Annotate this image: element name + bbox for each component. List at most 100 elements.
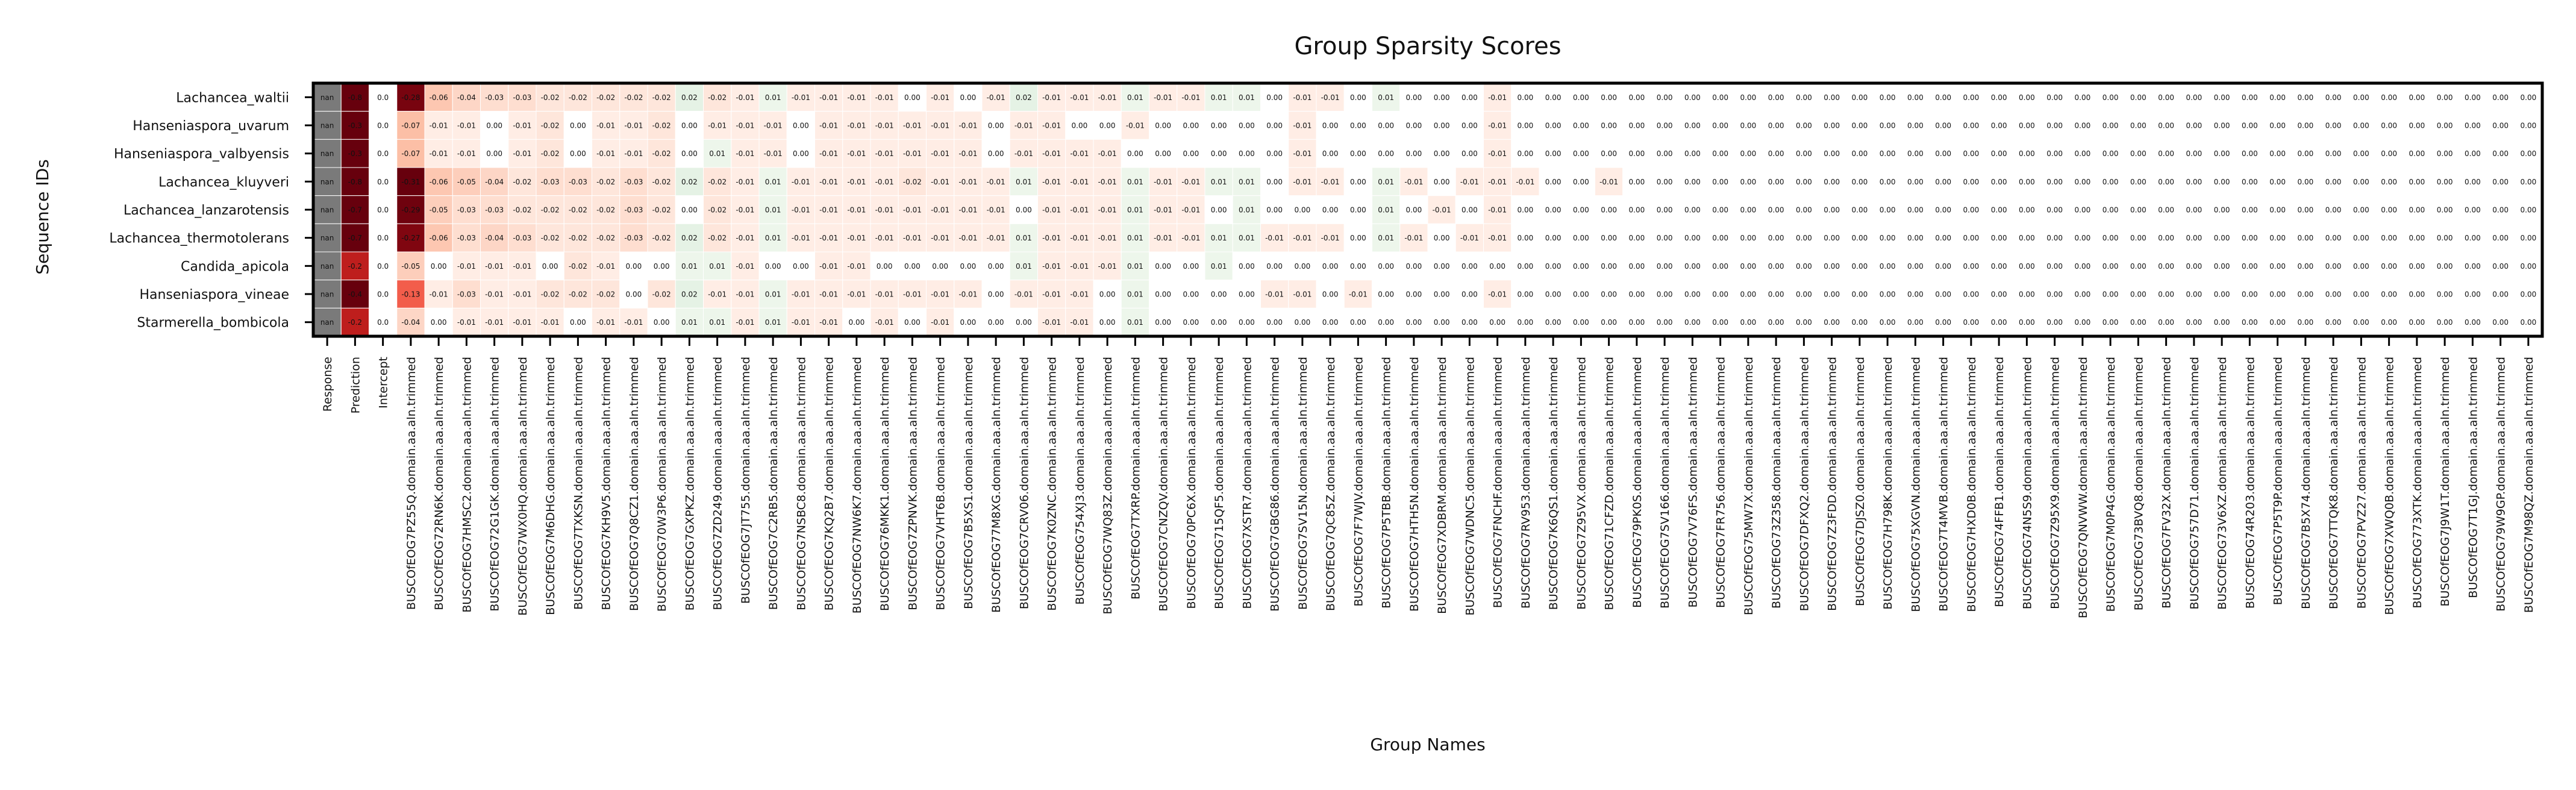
column-label: BUSCOfEOG7XWQ0B.domain.aa.aln.trimmed	[2383, 357, 2396, 615]
cell-value-label: -0.01	[903, 122, 922, 130]
heatmap-cell	[1455, 251, 1484, 281]
cell-value-label: 0.00	[1907, 234, 1924, 242]
heatmap-cell	[592, 111, 621, 140]
column-label: BUSCOfEOG7TTQK8.domain.aa.aln.trimmed	[2327, 357, 2340, 609]
cell-value-label: 0.01	[1127, 318, 1143, 327]
cell-value-label: -0.01	[596, 262, 615, 271]
heatmap-cell	[1539, 111, 1568, 140]
cell-value-label: -0.01	[1321, 178, 1340, 186]
cell-value-label: -0.01	[736, 178, 754, 186]
heatmap-cell	[2291, 195, 2320, 224]
heatmap-cell	[1706, 223, 1735, 252]
cell-value-label: 0.00	[626, 262, 642, 271]
cell-value-label: 0.00	[2242, 290, 2258, 299]
cell-value-label: 0.00	[1211, 290, 1227, 299]
cell-value-label: -0.01	[1070, 149, 1089, 158]
cell-value-label: 0.00	[2465, 178, 2481, 186]
heatmap-cell	[452, 223, 481, 252]
cell-value-label: 0.00	[2381, 262, 2397, 271]
cell-value-label: 0.00	[1963, 206, 1980, 215]
cell-value-label: 0.00	[1601, 206, 1617, 215]
cell-value-label: 0.00	[1712, 234, 1728, 242]
cell-value-label: nan	[320, 149, 334, 158]
column-label: BUSCOfEOG7NSBC8.domain.aa.aln.trimmed	[795, 357, 808, 610]
heatmap-cell	[1595, 83, 1624, 112]
cell-value-label: 0.00	[1099, 122, 1116, 130]
heatmap-cell	[1984, 307, 2013, 337]
heatmap-cell	[452, 251, 481, 281]
cell-value-label: 0.00	[2046, 318, 2063, 327]
cell-value-label: 0.0	[377, 318, 389, 327]
cell-value-label: 0.00	[2075, 234, 2091, 242]
heatmap-cell	[842, 280, 871, 309]
heatmap-cell	[2346, 195, 2375, 224]
heatmap-cell	[1595, 167, 1624, 196]
cell-value-label: -0.03	[457, 290, 476, 299]
column-label: BUSCOfEOG7NW6K7.domain.aa.aln.trimmed	[851, 357, 864, 613]
column-label: BUSCOfEOG73V6XZ.domain.aa.aln.trimmed	[2216, 357, 2229, 610]
cell-value-label: 0.00	[2158, 149, 2174, 158]
cell-value-label: nan	[320, 318, 334, 327]
heatmap-cell	[508, 167, 537, 196]
cell-value-label: 0.00	[681, 122, 698, 130]
cell-value-label: 0.00	[1712, 206, 1728, 215]
cell-value-label: 0.00	[1880, 290, 1896, 299]
heatmap-cell	[2040, 251, 2069, 281]
cell-value-label: 0.00	[1434, 178, 1450, 186]
heatmap-cell	[1957, 195, 1986, 224]
cell-value-label: 0.00	[1657, 206, 1673, 215]
cell-value-label: 0.00	[2298, 290, 2314, 299]
cell-value-label: 0.00	[486, 149, 502, 158]
heatmap-cell	[814, 167, 843, 196]
column-label: Intercept	[377, 357, 390, 409]
column-label: BUSCOfEOG7HXD0B.domain.aa.aln.trimmed	[1965, 357, 1978, 612]
heatmap-cell	[2207, 280, 2236, 309]
heatmap-cell	[592, 280, 621, 309]
cell-value-label: -0.02	[569, 290, 587, 299]
column-label: BUSCOfEOG7HMSC2.domain.aa.aln.trimmed	[460, 357, 474, 613]
cell-value-label: 0.00	[1880, 93, 1896, 102]
cell-value-label: -0.01	[792, 178, 810, 186]
cell-value-label: 0.00	[2298, 93, 2314, 102]
heatmap-cell	[1455, 223, 1484, 252]
cell-value-label: 0.00	[2214, 206, 2230, 215]
heatmap-cell	[1901, 167, 1930, 196]
cell-value-label: 0.00	[2269, 206, 2286, 215]
cell-value-label: 0.00	[570, 149, 586, 158]
heatmap-cell	[2319, 139, 2348, 168]
heatmap-cell	[1650, 251, 1679, 281]
cell-value-label: 0.00	[1684, 262, 1701, 271]
heatmap-cell	[2458, 83, 2487, 112]
heatmap-cell	[452, 195, 481, 224]
cell-value-label: 0.0	[377, 178, 389, 186]
heatmap-cell	[2235, 251, 2264, 281]
heatmap-cell	[786, 83, 815, 112]
heatmap-cell	[1343, 83, 1372, 112]
cell-value-label: -0.01	[1488, 122, 1507, 130]
cell-value-label: -0.01	[1098, 262, 1117, 271]
cell-value-label: 0.00	[1796, 262, 1812, 271]
cell-value-label: -0.01	[457, 262, 476, 271]
heatmap-cell	[2068, 167, 2097, 196]
heatmap-cell	[2068, 251, 2097, 281]
cell-value-label: 0.00	[1684, 234, 1701, 242]
column-label: BUSCOfEOG773XTK.domain.aa.aln.trimmed	[2411, 357, 2424, 608]
cell-value-label: 0.00	[2075, 178, 2091, 186]
cell-value-label: -0.01	[430, 122, 448, 130]
heatmap-cell	[1483, 167, 1512, 196]
cell-value-label: 0.00	[1434, 149, 1450, 158]
cell-value-label: 0.00	[1684, 290, 1701, 299]
heatmap-cell	[536, 280, 564, 309]
cell-value-label: -0.01	[819, 234, 838, 242]
heatmap-cell	[2291, 280, 2320, 309]
heatmap-cell	[2207, 251, 2236, 281]
heatmap-cell	[1539, 223, 1568, 252]
cell-value-label: -0.07	[401, 122, 420, 130]
cell-value-label: 0.00	[1545, 290, 1562, 299]
cell-value-label: -0.01	[875, 122, 894, 130]
cell-value-label: 0.00	[1518, 122, 1534, 130]
cell-value-label: 0.00	[1155, 149, 1171, 158]
heatmap-cell	[2346, 280, 2375, 309]
column-label: BUSCOfEOG7B5X74.domain.aa.aln.trimmed	[2299, 357, 2313, 609]
cell-value-label: 0.00	[654, 318, 670, 327]
